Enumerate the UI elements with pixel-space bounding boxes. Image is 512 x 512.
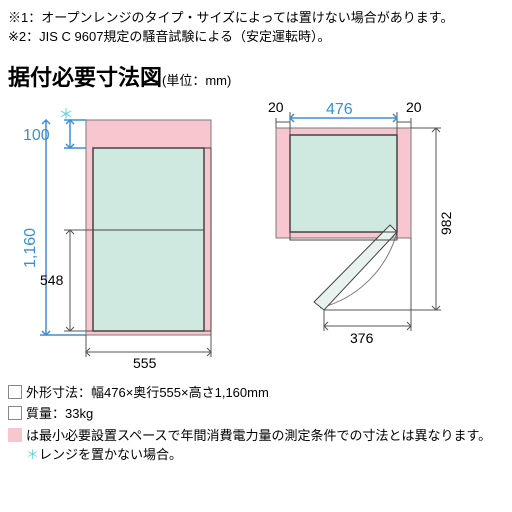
swatch-pink xyxy=(8,428,22,442)
legend-dimensions: 外形寸法：幅476×奥行555×高さ1,160mm xyxy=(8,383,504,403)
dimension-diagram: 100 ＊ 1,160 548 555 xyxy=(8,100,504,375)
dim-label-1160: 1,160 xyxy=(22,228,39,268)
leg-dim-label: 外形寸法：幅 xyxy=(26,385,104,400)
dim-label-476: 476 xyxy=(326,101,353,118)
swatch-outline-2 xyxy=(8,406,22,420)
dim-label-982: 982 xyxy=(438,211,454,235)
swatch-outline xyxy=(8,385,22,399)
legend-mass: 質量：33kg xyxy=(8,404,504,424)
dim-label-548: 548 xyxy=(40,272,64,288)
footnote-1: ※1：オープンレンジのタイプ・サイズによっては置けない場合があります。 xyxy=(8,10,504,27)
leg-unit: mm xyxy=(247,385,269,400)
leg-mid2: ×高さ xyxy=(181,385,215,400)
asterisk-mark: ＊ xyxy=(58,107,74,124)
dim-label-376: 376 xyxy=(350,330,374,346)
diagram-unit: (単位：mm) xyxy=(162,73,231,88)
dim-label-555: 555 xyxy=(133,355,157,371)
asterisk-inline: ＊ xyxy=(26,447,39,462)
dim-label-20-right: 20 xyxy=(406,100,422,115)
footnote-2: ※2：JIS C 9607規定の騒音試験による（安定運転時）。 xyxy=(8,29,504,46)
diagram-area: 100 ＊ 1,160 548 555 xyxy=(8,100,504,375)
dim-top-gap xyxy=(64,120,86,148)
pink-note-text: は最小必要設置スペースで年間消費電力量の測定条件での寸法とは異なります。 xyxy=(26,428,491,443)
leg-mass-label: 質量： xyxy=(26,406,65,421)
legend-block: 外形寸法：幅476×奥行555×高さ1,160mm 質量：33kg は最小必要設… xyxy=(8,383,504,465)
footnotes: ※1：オープンレンジのタイプ・サイズによっては置けない場合があります。 ※2：J… xyxy=(8,10,504,46)
diagram-title: 据付必要寸法図 xyxy=(8,65,162,90)
dim-label-20-left: 20 xyxy=(268,100,284,115)
leg-mid1: ×奥行 xyxy=(126,385,160,400)
leg-mass-val: 33kg xyxy=(65,406,93,421)
dim-total-height xyxy=(40,120,86,335)
leg-w: 476 xyxy=(104,385,126,400)
body-rect-top xyxy=(290,135,397,232)
title-row: 据付必要寸法図(単位：mm) xyxy=(8,60,504,92)
leg-h: 1,160 xyxy=(215,385,248,400)
leg-d: 555 xyxy=(159,385,181,400)
body-rect-front xyxy=(93,148,204,331)
legend-pink-note: は最小必要設置スペースで年間消費電力量の測定条件での寸法とは異なります。 ＊レン… xyxy=(8,426,504,465)
asterisk-note-text: レンジを置かない場合。 xyxy=(39,447,182,462)
